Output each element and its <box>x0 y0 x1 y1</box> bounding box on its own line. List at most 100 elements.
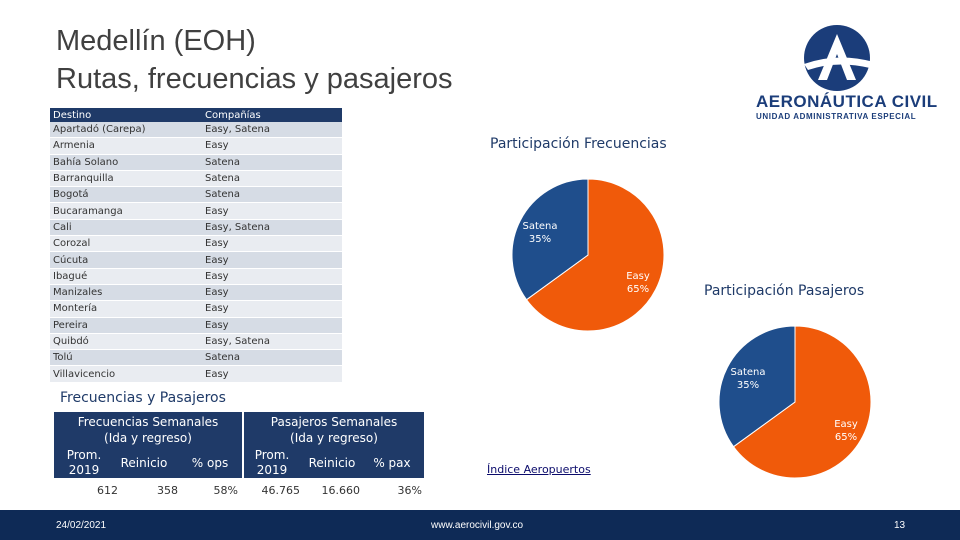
table-row: Barranquilla Satena <box>50 170 342 188</box>
pax-header-block: Pasajeros Semanales (Ida y regreso) Prom… <box>242 412 424 478</box>
companias-cell: Easy <box>202 317 342 334</box>
table-row: Corozal Easy <box>50 235 342 253</box>
pie-slice-easy <box>525 178 665 332</box>
pax-sub-prom: Prom. 2019 <box>250 448 294 478</box>
header-companias: Compañías <box>202 108 342 122</box>
table-row: Manizales Easy <box>50 284 342 302</box>
destino-cell: Cúcuta <box>50 251 202 269</box>
destino-cell: Manizales <box>50 284 202 302</box>
companias-cell: Easy <box>202 268 342 285</box>
companias-cell: Satena <box>202 349 342 367</box>
table-row: Bahía Solano Satena <box>50 154 342 171</box>
table-row: Montería Easy <box>50 300 342 318</box>
pie-slice-easy <box>732 325 872 479</box>
pie-pasajeros-label-easy-pct: 65% <box>834 432 858 443</box>
pie-frecuencias-title: Participación Frecuencias <box>490 136 667 152</box>
freq-header: Frecuencias Semanales (Ida y regreso) <box>54 412 242 446</box>
pax-value-prom: 46.765 <box>261 484 301 497</box>
destino-cell: Pereira <box>50 317 202 334</box>
table-header-row: Destino Compañías <box>50 108 342 122</box>
table-row: Cali Easy, Satena <box>50 219 342 237</box>
table-row: Villavicencio Easy <box>50 365 342 383</box>
footer-bar: 24/02/2021 www.aerocivil.gov.co 13 <box>0 510 960 540</box>
destino-cell: Tolú <box>50 349 202 367</box>
pie-frecuencias-label-satena: Satena 35% <box>512 220 568 246</box>
companias-cell: Easy <box>202 202 342 220</box>
routes-body: Apartadó (Carepa) Easy, Satena Armenia Easy… <box>50 122 342 383</box>
table-row: Armenia Easy <box>50 137 342 155</box>
table-row: Bucaramanga Easy <box>50 202 342 220</box>
companias-cell: Easy <box>202 365 342 383</box>
freq-sub-reinicio: Reinicio <box>120 456 168 470</box>
pax-header: Pasajeros Semanales (Ida y regreso) <box>244 412 424 446</box>
freq-value-pct: 58% <box>213 484 238 497</box>
companias-cell: Satena <box>202 154 342 171</box>
title-line-2: Rutas, frecuencias y pasajeros <box>56 63 453 95</box>
table-row: Tolú Satena <box>50 349 342 367</box>
pax-sub-reinicio: Reinicio <box>308 456 356 470</box>
destino-cell: Corozal <box>50 235 202 253</box>
logo-subtitle: UNIDAD ADMINISTRATIVA ESPECIAL <box>756 112 917 121</box>
pie-frecuencias-label-easy-pct: 65% <box>626 284 650 295</box>
footer-page-number: 13 <box>894 520 906 531</box>
freq-sub-pct: % ops <box>191 456 229 470</box>
header-destino: Destino <box>50 108 202 122</box>
title-line-1: Medellín (EOH) <box>56 25 256 57</box>
companias-cell: Satena <box>202 170 342 188</box>
companias-cell: Satena <box>202 186 342 204</box>
destino-cell: Bogotá <box>50 186 202 204</box>
pie-slice-satena <box>511 178 589 301</box>
destino-cell: Ibagué <box>50 268 202 285</box>
pie-pasajeros-label-easy: Easy 65% <box>822 418 870 444</box>
aerocivil-logo <box>804 25 874 91</box>
pie-pasajeros <box>718 325 872 479</box>
pie-slice-satena <box>718 325 796 448</box>
pax-header-line-1: Pasajeros Semanales <box>270 415 398 429</box>
destino-cell: Villavicencio <box>50 365 202 383</box>
companias-cell: Easy <box>202 300 342 318</box>
pax-header-line-2: (Ida y regreso) <box>290 431 378 445</box>
freq-sub-prom-1: Prom. <box>66 448 102 462</box>
pax-value-reinicio: 16.660 <box>321 484 361 497</box>
table-row: Quibdó Easy, Satena <box>50 333 342 351</box>
footer-url: www.aerocivil.gov.co <box>431 520 524 531</box>
logo-name: AERONÁUTICA CIVIL <box>756 92 938 111</box>
freq-header-block: Frecuencias Semanales (Ida y regreso) Pr… <box>54 412 242 478</box>
table-row: Bogotá Satena <box>50 186 342 204</box>
destino-cell: Barranquilla <box>50 170 202 188</box>
footer-date: 24/02/2021 <box>56 520 107 531</box>
companias-cell: Easy <box>202 251 342 269</box>
pie-pasajeros-label-easy-name: Easy <box>834 419 858 430</box>
destino-cell: Quibdó <box>50 333 202 351</box>
routes-table: Destino Compañías Apartadó (Carepa) Easy,… <box>50 108 342 383</box>
pie-pasajeros-title: Participación Pasajeros <box>704 283 865 299</box>
pie-pasajeros-label-satena: Satena 35% <box>720 366 776 392</box>
destino-cell: Bahía Solano <box>50 154 202 171</box>
table-row: Cúcuta Easy <box>50 251 342 269</box>
pie-pasajeros-label-satena-name: Satena <box>730 367 766 378</box>
table-row: Ibagué Easy <box>50 268 342 285</box>
summary-section-title: Frecuencias y Pasajeros <box>60 390 226 406</box>
freq-sub-prom: Prom. 2019 <box>60 448 108 478</box>
pie-frecuencias-label-easy-name: Easy <box>626 271 650 282</box>
pax-sub-prom-2: 2019 <box>256 463 288 477</box>
destino-cell: Cali <box>50 219 202 237</box>
companias-cell: Easy, Satena <box>202 122 342 139</box>
table-row: Apartadó (Carepa) Easy, Satena <box>50 122 342 139</box>
pie-frecuencias-label-satena-pct: 35% <box>528 234 552 245</box>
companias-cell: Easy <box>202 137 342 155</box>
destino-cell: Armenia <box>50 137 202 155</box>
companias-cell: Easy <box>202 284 342 302</box>
pie-frecuencias-label-easy: Easy 65% <box>614 270 662 296</box>
table-row: Pereira Easy <box>50 317 342 334</box>
pax-sub-prom-1: Prom. <box>254 448 290 462</box>
pie-frecuencias <box>511 178 665 332</box>
pie-frecuencias-label-satena-name: Satena <box>522 221 558 232</box>
companias-cell: Easy, Satena <box>202 219 342 237</box>
freq-value-prom: 612 <box>97 484 118 497</box>
companias-cell: Easy, Satena <box>202 333 342 351</box>
indice-aeropuertos-link[interactable]: Índice Aeropuertos <box>487 463 591 476</box>
pax-sub-pct: % pax <box>373 456 411 470</box>
freq-sub-prom-2: 2019 <box>68 463 100 477</box>
destino-cell: Montería <box>50 300 202 318</box>
